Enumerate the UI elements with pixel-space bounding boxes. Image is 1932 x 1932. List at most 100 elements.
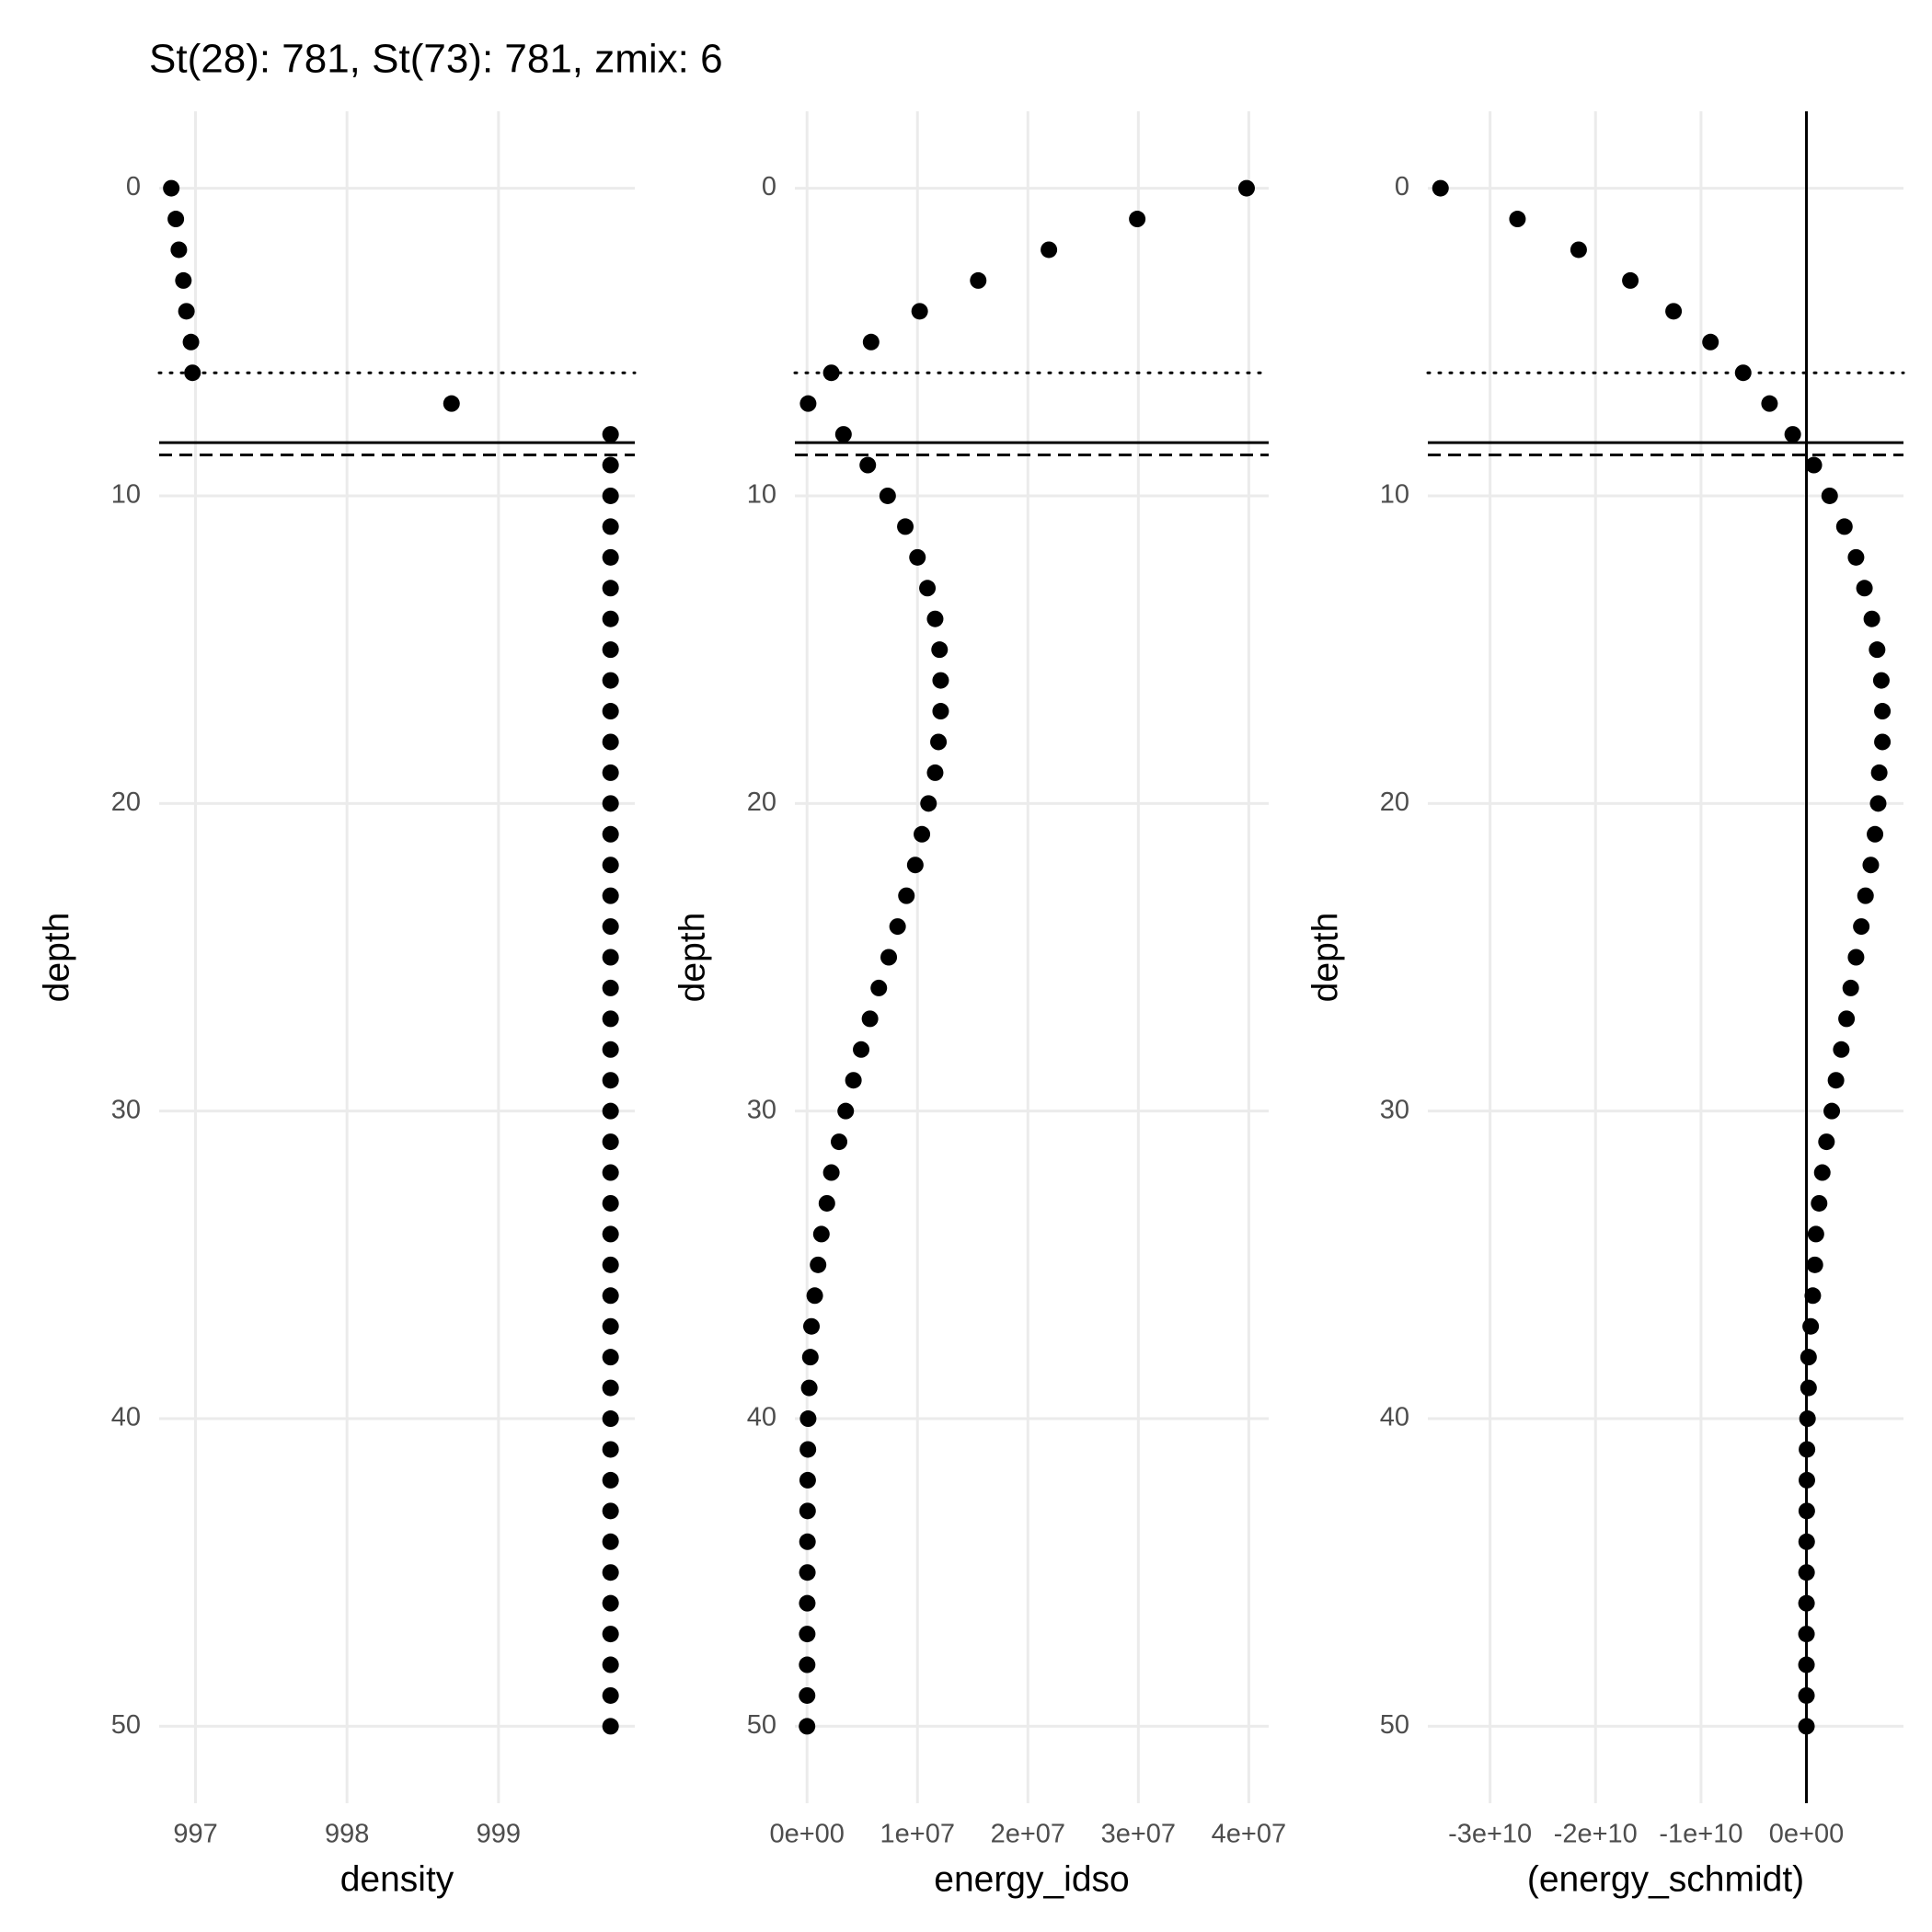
- x-tick-label: 998: [325, 1820, 369, 1849]
- point: [602, 1194, 619, 1212]
- point: [602, 518, 619, 535]
- point: [930, 733, 948, 751]
- point: [602, 887, 619, 904]
- x-tick-label: -2e+10: [1554, 1820, 1638, 1849]
- point: [602, 456, 619, 474]
- point: [897, 518, 914, 535]
- point: [602, 426, 619, 443]
- y-tick-label: 30: [1380, 1095, 1409, 1124]
- point: [1856, 580, 1873, 597]
- point: [810, 1256, 827, 1273]
- x-tick-label: 999: [477, 1820, 521, 1849]
- point: [1761, 395, 1778, 412]
- x-tick-label: 997: [173, 1820, 217, 1849]
- y-tick-label: 20: [747, 788, 776, 817]
- point: [1838, 1010, 1856, 1028]
- point: [184, 364, 201, 382]
- point: [1798, 1564, 1815, 1581]
- point: [1570, 241, 1587, 259]
- point: [1041, 241, 1058, 259]
- point: [970, 271, 987, 289]
- point: [602, 580, 619, 597]
- point: [602, 1379, 619, 1397]
- point: [602, 1072, 619, 1089]
- point: [602, 610, 619, 627]
- point: [862, 333, 880, 351]
- point: [170, 241, 188, 259]
- point: [799, 1533, 816, 1550]
- point: [926, 610, 944, 627]
- point: [1813, 1164, 1831, 1181]
- y-tick-label: 30: [111, 1095, 141, 1124]
- y-tick-label: 50: [111, 1710, 141, 1740]
- point: [853, 1041, 870, 1058]
- point: [859, 456, 877, 474]
- point: [602, 1626, 619, 1643]
- point: [801, 1349, 819, 1366]
- point: [1823, 1102, 1841, 1120]
- point: [799, 395, 817, 412]
- point: [812, 1225, 830, 1243]
- point: [602, 857, 619, 874]
- y-tick-label: 40: [111, 1403, 141, 1432]
- point: [1857, 887, 1874, 904]
- chart-title: St(28): 781, St(73): 781, zmix: 6: [149, 37, 723, 82]
- point: [845, 1072, 862, 1089]
- y-tick-label: 10: [747, 480, 776, 510]
- point: [1807, 1225, 1824, 1243]
- y-tick-label: 50: [1380, 1710, 1409, 1740]
- point: [914, 825, 931, 843]
- point: [1509, 211, 1526, 228]
- point: [880, 949, 898, 966]
- point: [1665, 303, 1683, 320]
- point: [1874, 703, 1892, 720]
- x-tick-label: 2e+07: [991, 1820, 1065, 1849]
- point: [834, 426, 852, 443]
- x-tick-label: 4e+07: [1212, 1820, 1286, 1849]
- point: [178, 303, 195, 320]
- point: [1432, 179, 1449, 197]
- y-axis-title: depth: [673, 913, 712, 1003]
- point: [1870, 764, 1888, 781]
- point: [920, 795, 937, 812]
- point: [602, 1718, 619, 1735]
- y-tick-label: 20: [1380, 788, 1409, 817]
- y-tick-label: 30: [747, 1095, 776, 1124]
- point: [602, 1441, 619, 1458]
- point: [602, 1471, 619, 1489]
- point: [1842, 979, 1859, 996]
- x-tick-label: 1e+07: [880, 1820, 955, 1849]
- y-tick-label: 0: [762, 172, 776, 201]
- y-tick-label: 20: [111, 788, 141, 817]
- point: [1799, 1441, 1816, 1458]
- point: [175, 271, 192, 289]
- point: [602, 1686, 619, 1704]
- point: [1847, 548, 1865, 566]
- point: [1784, 426, 1801, 443]
- point: [879, 487, 896, 504]
- point: [837, 1102, 855, 1120]
- point: [803, 1317, 821, 1335]
- point: [1622, 271, 1639, 289]
- point: [931, 641, 949, 659]
- point: [800, 1379, 818, 1397]
- y-axis-title: depth: [37, 913, 76, 1003]
- point: [822, 364, 840, 382]
- point: [799, 1564, 816, 1581]
- point: [932, 703, 949, 720]
- point: [1869, 641, 1886, 659]
- y-tick-label: 10: [1380, 480, 1409, 510]
- point: [1798, 1626, 1815, 1643]
- x-tick-label: -3e+10: [1448, 1820, 1532, 1849]
- point: [602, 1164, 619, 1181]
- point: [1835, 518, 1853, 535]
- point: [1734, 364, 1752, 382]
- x-tick-label: -1e+10: [1659, 1820, 1742, 1849]
- point: [167, 211, 185, 228]
- point: [1863, 610, 1880, 627]
- point: [1800, 1349, 1817, 1366]
- point: [799, 1626, 816, 1643]
- point: [602, 641, 619, 659]
- point: [1798, 1533, 1815, 1550]
